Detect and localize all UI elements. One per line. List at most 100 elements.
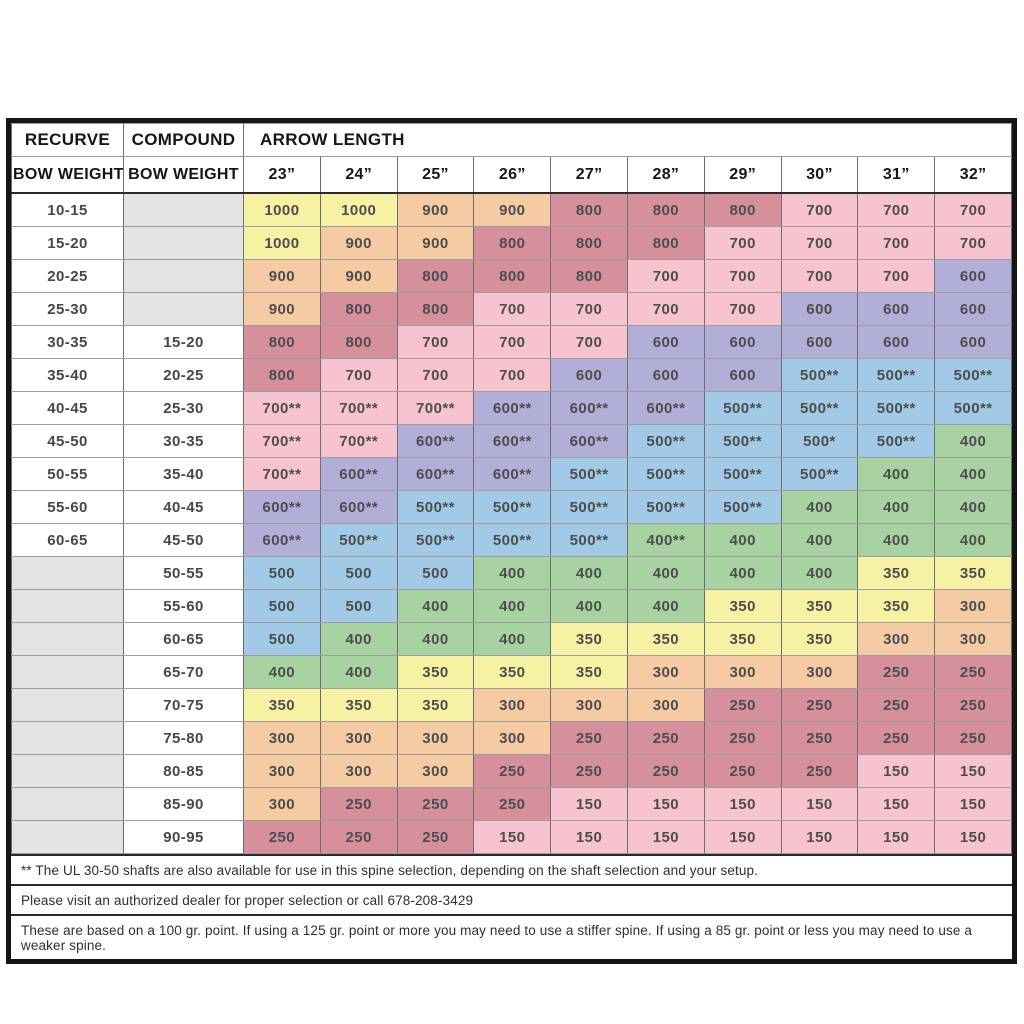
- spine-cell: 700**: [243, 457, 321, 491]
- spine-cell: 500: [396, 556, 475, 590]
- spine-cell: 600**: [319, 457, 398, 491]
- spine-cell: 600: [703, 358, 782, 392]
- recurve-weight-cell: 55-60: [11, 490, 124, 524]
- spine-cell: 900: [243, 292, 321, 326]
- spine-cell: 600**: [473, 457, 552, 491]
- compound-weight-cell: [123, 259, 244, 293]
- spine-cell: 400: [934, 424, 1012, 458]
- spine-cell: 150: [703, 820, 782, 854]
- arrow-length-header: ARROW LENGTH: [243, 123, 1012, 157]
- spine-cell: 500**: [857, 424, 936, 458]
- recurve-weight-cell: [11, 787, 124, 821]
- spine-cell: 700: [396, 325, 475, 359]
- spine-cell: 600: [934, 325, 1012, 359]
- table-row: 90-95 250 250 250 150 150 150 150 150 150 150: [11, 820, 1012, 854]
- compound-weight-cell: 45-50: [123, 523, 244, 557]
- spine-cell: 1000: [319, 192, 398, 227]
- spine-cell: 600**: [396, 424, 475, 458]
- recurve-weight-cell: [11, 622, 124, 656]
- spine-cell: 800: [319, 325, 398, 359]
- spine-cell: 400: [626, 589, 705, 623]
- spine-cell: 150: [780, 820, 859, 854]
- table-row: 55-60 40-45 600** 600** 500** 500** 500** 500**…: [11, 490, 1012, 524]
- spine-cell: 1000: [243, 226, 321, 260]
- spine-cell: 350: [703, 622, 782, 656]
- spine-cell: 500**: [473, 523, 552, 557]
- spine-cell: 250: [703, 721, 782, 755]
- recurve-weight-cell: [11, 688, 124, 722]
- spine-cell: 700: [550, 292, 628, 326]
- spine-cell: 300: [243, 787, 321, 821]
- spine-cell: 600**: [550, 424, 628, 458]
- spine-cell: 350: [857, 556, 936, 590]
- spine-cell: 700: [396, 358, 475, 392]
- recurve-weight-cell: [11, 556, 124, 590]
- recurve-bow-weight-header: BOW WEIGHT: [11, 156, 124, 194]
- header-row-subheaders: BOW WEIGHT BOW WEIGHT 23” 24” 25” 26” 27” 28”…: [11, 156, 1012, 194]
- spine-cell: 150: [857, 820, 936, 854]
- spine-cell: 600**: [243, 523, 321, 557]
- recurve-weight-cell: 25-30: [11, 292, 124, 326]
- spine-cell: 400: [396, 589, 475, 623]
- recurve-header: RECURVE: [11, 123, 124, 157]
- spine-cell: 500**: [703, 490, 782, 524]
- spine-cell: 150: [857, 787, 936, 821]
- spine-cell: 500: [319, 589, 398, 623]
- arrow-length-column-header: 24”: [319, 156, 398, 194]
- spine-cell: 700: [473, 325, 552, 359]
- spine-cell: 250: [319, 820, 398, 854]
- spine-cell: 600: [626, 358, 705, 392]
- table-row: 20-25 900 900 800 800 800 700 700 700 700 600: [11, 259, 1012, 293]
- spine-cell: 800: [396, 292, 475, 326]
- table-row: 15-20 1000 900 900 800 800 800 700 700 700 700: [11, 226, 1012, 260]
- arrow-length-column-header: 27”: [550, 156, 628, 194]
- spine-cell: 300: [473, 721, 552, 755]
- spine-cell: 400: [934, 490, 1012, 524]
- recurve-weight-cell: [11, 820, 124, 854]
- spine-cell: 150: [780, 787, 859, 821]
- arrow-length-column-header: 29”: [703, 156, 782, 194]
- table-row: 75-80 300 300 300 300 250 250 250 250 250 250: [11, 721, 1012, 755]
- spine-cell: 250: [703, 754, 782, 788]
- arrow-length-column-header: 30”: [780, 156, 859, 194]
- spine-cell: 600**: [473, 391, 552, 425]
- spine-cell: 250: [857, 721, 936, 755]
- arrow-length-column-header: 32”: [934, 156, 1012, 194]
- spine-cell: 400**: [626, 523, 705, 557]
- recurve-weight-cell: 40-45: [11, 391, 124, 425]
- spine-cell: 250: [934, 688, 1012, 722]
- spine-cell: 300: [857, 622, 936, 656]
- compound-weight-cell: 30-35: [123, 424, 244, 458]
- spine-cell: 250: [703, 688, 782, 722]
- spine-cell: 300: [319, 754, 398, 788]
- spine-cell: 150: [703, 787, 782, 821]
- spine-cell: 250: [780, 721, 859, 755]
- table-row: 50-55 500 500 500 400 400 400 400 400 350 350: [11, 556, 1012, 590]
- spine-cell: 250: [626, 721, 705, 755]
- table-row: 50-55 35-40 700** 600** 600** 600** 500** 500**…: [11, 457, 1012, 491]
- spine-cell: 700**: [243, 424, 321, 458]
- spine-cell: 700: [626, 292, 705, 326]
- table-row: 45-50 30-35 700** 700** 600** 600** 600** 500**…: [11, 424, 1012, 458]
- spine-cell: 500**: [626, 490, 705, 524]
- compound-weight-cell: 35-40: [123, 457, 244, 491]
- arrow-length-column-header: 31”: [857, 156, 936, 194]
- spine-cell: 800: [703, 192, 782, 227]
- spine-cell: 250: [319, 787, 398, 821]
- spine-cell: 700: [780, 192, 859, 227]
- table-row: 10-15 1000 1000 900 900 800 800 800 700 700 700: [11, 192, 1012, 227]
- spine-cell: 400: [934, 457, 1012, 491]
- compound-weight-cell: 90-95: [123, 820, 244, 854]
- spine-cell: 350: [550, 655, 628, 689]
- spine-cell: 500**: [550, 523, 628, 557]
- spine-cell: 400: [780, 490, 859, 524]
- spine-cell: 900: [473, 192, 552, 227]
- table-row: 85-90 300 250 250 250 150 150 150 150 150 150: [11, 787, 1012, 821]
- spine-cell: 600: [626, 325, 705, 359]
- spine-cell: 300: [319, 721, 398, 755]
- spine-cell: 500: [243, 589, 321, 623]
- spine-cell: 700**: [319, 424, 398, 458]
- spine-cell: 150: [626, 820, 705, 854]
- spine-cell: 300: [396, 721, 475, 755]
- spine-cell: 800: [550, 259, 628, 293]
